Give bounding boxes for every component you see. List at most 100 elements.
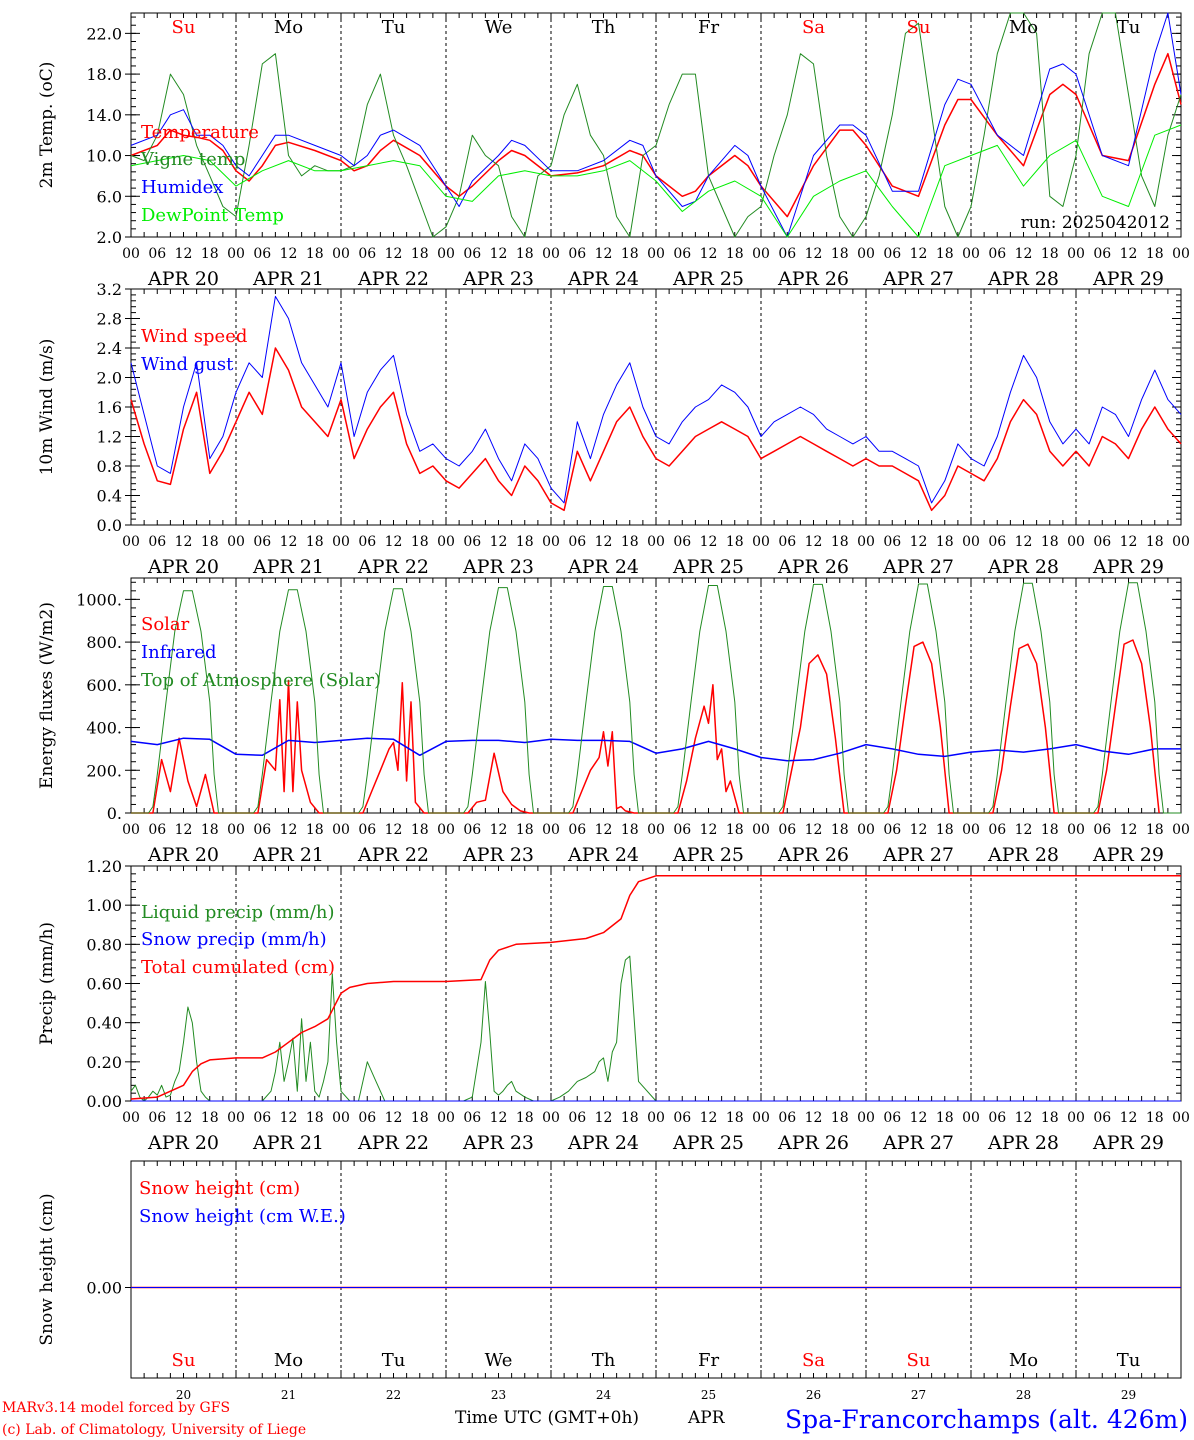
panel-wind: 0.0 0.4 0.8 1.2 1.6 2.0 2.4 2.8 3.2 10m Wind (m/s… — [37, 280, 1190, 578]
weekday-label: Tu — [382, 17, 406, 38]
series-line-vigne-temp — [130, 12, 1182, 238]
date-label: APR 22 — [357, 556, 429, 578]
date-label: APR 20 — [147, 1132, 219, 1154]
hour-tick-label: 00 — [227, 1110, 245, 1126]
hour-tick-label: 18 — [516, 822, 534, 838]
hour-tick-label: 18 — [831, 534, 849, 550]
date-label: APR 29 — [1092, 1132, 1164, 1154]
date-label: APR 23 — [462, 556, 534, 578]
hour-tick-label: 18 — [306, 246, 324, 262]
legend-entry: Top of Atmosphere (Solar) — [141, 670, 381, 691]
hour-tick-label: 00 — [1067, 246, 1085, 262]
date-label: APR 26 — [777, 844, 849, 866]
weekday-label: Mo — [1009, 1350, 1038, 1371]
hour-tick-label: 06 — [988, 246, 1006, 262]
y-tick-label: 0.40 — [86, 1014, 122, 1033]
date-label: APR 26 — [777, 268, 849, 290]
hour-tick-label: 00 — [437, 822, 455, 838]
panel-snow: 0.00 Snow height (cm) Snow height (cm) Snow… — [37, 1160, 1182, 1402]
hour-tick-label: 00 — [542, 246, 560, 262]
y-axis-title: 2m Temp. (oC) — [37, 62, 57, 189]
hour-tick-label: 12 — [1120, 534, 1138, 550]
credit-line-1: MARv3.14 model forced by GFS — [2, 1400, 230, 1416]
date-label: APR 22 — [357, 844, 429, 866]
hour-tick-label: 12 — [910, 534, 928, 550]
hour-tick-label: 00 — [752, 1110, 770, 1126]
y-tick-label: 0.0 — [97, 516, 122, 535]
date-label: APR 27 — [882, 556, 954, 578]
date-label: APR 29 — [1092, 268, 1164, 290]
series-line-infrared — [130, 737, 1181, 762]
hour-tick-label: 12 — [1015, 534, 1033, 550]
hour-tick-label: 18 — [411, 246, 429, 262]
y-tick-label: 0.8 — [97, 457, 122, 476]
hour-tick-label: 12 — [175, 534, 193, 550]
hour-tick-label: 12 — [805, 1110, 823, 1126]
hour-tick-label: 06 — [568, 822, 586, 838]
date-label: APR 25 — [672, 844, 744, 866]
hour-tick-label: 18 — [726, 534, 744, 550]
panel-energy: 0. 200. 400. 600. 800. 1000. Energy fluxes (W/… — [37, 577, 1190, 866]
hour-tick-label: 12 — [595, 246, 613, 262]
hour-tick-label: 06 — [463, 1110, 481, 1126]
hour-tick-label: 06 — [883, 822, 901, 838]
hour-tick-label: 12 — [595, 822, 613, 838]
y-axis-title: 10m Wind (m/s) — [37, 339, 57, 476]
hour-tick-label: 06 — [253, 534, 271, 550]
date-label: APR 22 — [357, 1132, 429, 1154]
hour-tick-label: 06 — [253, 822, 271, 838]
weekday-label: Fr — [698, 17, 719, 38]
hour-tick-label: 18 — [621, 534, 639, 550]
hour-tick-label: 18 — [306, 822, 324, 838]
hour-tick-label: 18 — [1146, 246, 1164, 262]
hour-tick-label: 06 — [463, 246, 481, 262]
legend-entry: Wind gust — [141, 354, 234, 375]
date-label: APR 27 — [882, 1132, 954, 1154]
hour-tick-label: 18 — [516, 246, 534, 262]
series-line-humidex — [130, 12, 1182, 238]
hour-tick-label: 12 — [805, 534, 823, 550]
y-tick-label: 0.20 — [86, 1053, 122, 1072]
hour-tick-label: 00 — [962, 246, 980, 262]
hour-tick-label: 06 — [148, 822, 166, 838]
hour-tick-label: 06 — [883, 246, 901, 262]
hour-tick-label: 00 — [1067, 822, 1085, 838]
y-tick-label: 1.20 — [86, 857, 122, 876]
hour-tick-label: 00 — [437, 246, 455, 262]
hour-tick-label: 12 — [280, 246, 298, 262]
y-tick-label: 10.0 — [86, 147, 122, 166]
hour-tick-label: 00 — [962, 1110, 980, 1126]
hour-tick-label: 12 — [805, 246, 823, 262]
date-label: APR 20 — [147, 268, 219, 290]
date-label: APR 28 — [987, 1132, 1059, 1154]
y-tick-label: 0.60 — [86, 975, 122, 994]
legend-entry: Temperature — [141, 122, 259, 143]
hour-tick-label: 06 — [358, 1110, 376, 1126]
legend-entry: Snow precip (mm/h) — [141, 929, 327, 950]
y-tick-label: 2.0 — [97, 228, 122, 247]
hour-tick-label: 12 — [490, 246, 508, 262]
date-label: APR 24 — [567, 268, 639, 290]
date-label: APR 21 — [252, 556, 324, 578]
legend-entry: Vigne temp — [140, 149, 245, 170]
y-tick-label: 14.0 — [86, 106, 122, 125]
hour-tick-label: 00 — [437, 534, 455, 550]
hour-tick-label: 00 — [542, 534, 560, 550]
hour-tick-label: 06 — [778, 246, 796, 262]
hour-tick-label: 00 — [857, 1110, 875, 1126]
hour-tick-label: 12 — [1015, 822, 1033, 838]
hour-tick-label: 12 — [1015, 1110, 1033, 1126]
hour-tick-label: 06 — [253, 1110, 271, 1126]
date-label: APR 21 — [252, 268, 324, 290]
day-number-label: 22 — [386, 1388, 401, 1402]
hour-tick-label: 06 — [988, 534, 1006, 550]
day-number-label: 20 — [176, 1388, 191, 1402]
day-number-label: 27 — [911, 1388, 926, 1402]
hour-tick-label: 12 — [805, 822, 823, 838]
weekday-label: We — [485, 1350, 513, 1371]
hour-tick-label: 12 — [175, 246, 193, 262]
y-tick-label: 200. — [86, 761, 122, 780]
hour-tick-label: 18 — [726, 1110, 744, 1126]
hour-tick-label: 12 — [700, 246, 718, 262]
weekday-label: Tu — [1117, 17, 1141, 38]
